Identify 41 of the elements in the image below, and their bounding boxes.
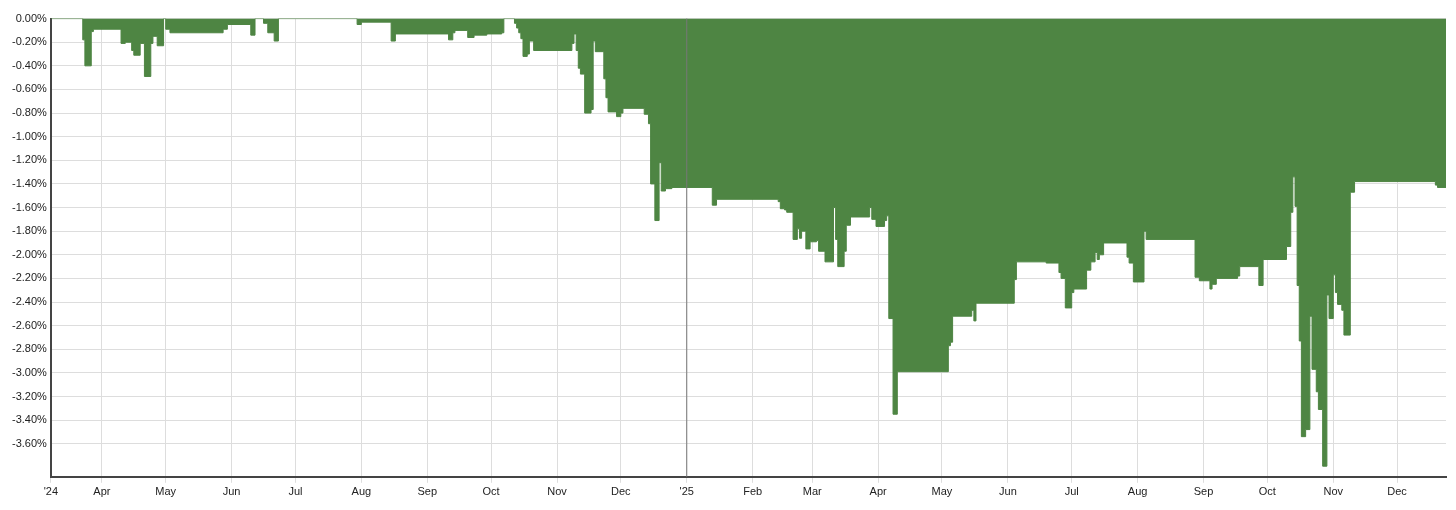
x-tick-label: May	[931, 485, 953, 498]
y-tick-label: -0.80%	[11, 106, 48, 119]
y-tick-label: -1.20%	[11, 153, 48, 166]
y-tick-label: -3.60%	[11, 436, 48, 449]
y-tick-label: -0.40%	[11, 58, 48, 71]
x-tick-label: Aug	[1127, 485, 1148, 498]
x-tick-label: Dec	[611, 485, 632, 498]
y-tick-label: -0.20%	[11, 35, 48, 48]
x-tick-label: May	[155, 485, 177, 498]
y-tick-label: -2.80%	[11, 342, 48, 355]
x-tick-label: Nov	[1323, 485, 1344, 498]
x-tick-label: Feb	[743, 485, 763, 498]
x-tick-label: Jul	[1064, 485, 1079, 498]
y-tick-label: -1.60%	[11, 200, 48, 213]
y-tick-label: -1.40%	[11, 176, 48, 189]
y-tick-label: 0.00%	[15, 11, 48, 24]
x-tick-label: Oct	[482, 485, 500, 498]
y-tick-label: -2.00%	[11, 247, 48, 260]
y-tick-label: -2.60%	[11, 318, 48, 331]
x-tick-label: Apr	[869, 485, 888, 498]
y-tick-label: -1.00%	[11, 129, 48, 142]
x-tick-label: Oct	[1258, 485, 1276, 498]
y-tick-label: -3.40%	[11, 413, 48, 426]
x-tick-label: Jun	[222, 485, 241, 498]
y-tick-label: -2.40%	[11, 295, 48, 308]
x-tick-label: Sep	[1193, 485, 1214, 498]
y-tick-label: -0.60%	[11, 82, 48, 95]
x-tick-label: Mar	[802, 485, 823, 498]
x-tick-label: Apr	[93, 485, 111, 498]
x-tick-label: '24	[43, 485, 59, 498]
x-tick-label: Sep	[417, 485, 438, 498]
x-tick-label: Nov	[547, 485, 568, 498]
x-tick-label: Jul	[288, 485, 303, 498]
x-tick-label: Dec	[1387, 485, 1408, 498]
x-tick-label: Aug	[351, 485, 372, 498]
y-tick-label: -2.20%	[11, 271, 48, 284]
y-tick-label: -1.80%	[11, 224, 48, 237]
y-tick-label: -3.00%	[11, 365, 48, 378]
x-tick-label: Jun	[999, 485, 1017, 498]
y-tick-label: -3.20%	[11, 389, 48, 402]
x-tick-label: '25	[679, 485, 694, 498]
